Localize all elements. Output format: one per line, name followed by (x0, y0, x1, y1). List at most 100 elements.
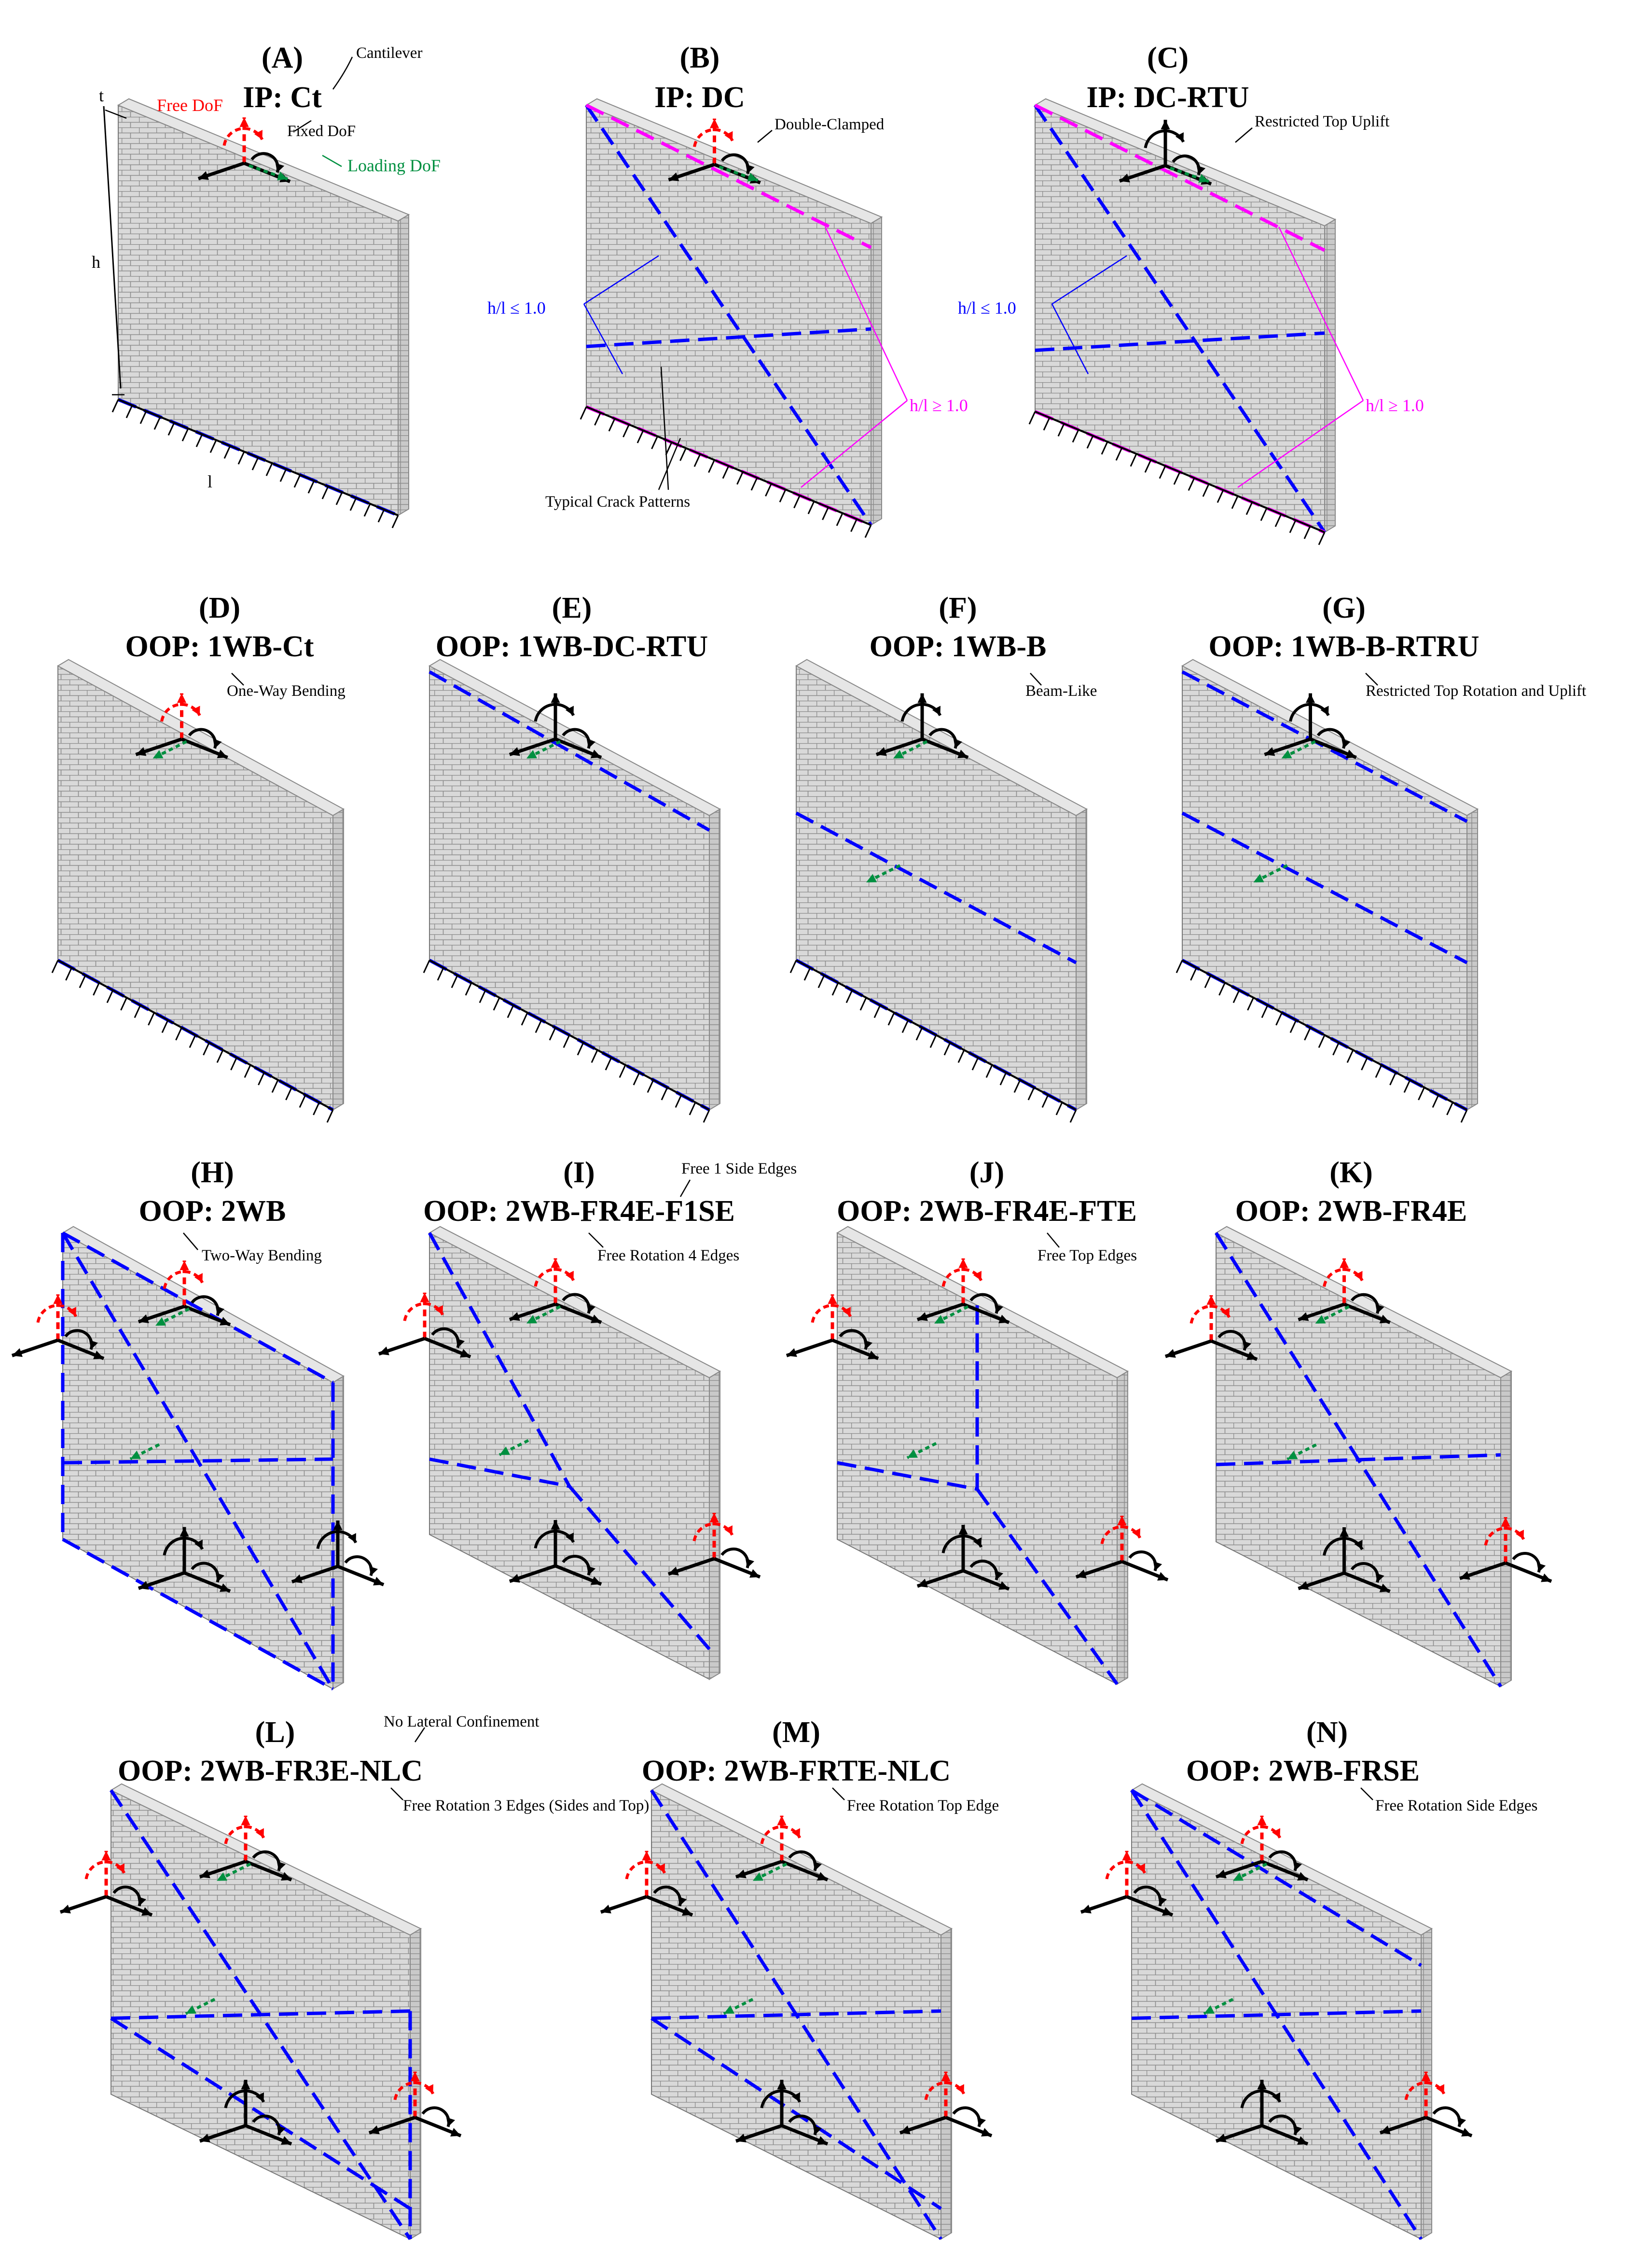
crack-line (429, 1457, 570, 1488)
row-1: (A) IP: Ct (B) IP: DC (C) IP: DC-RTU (111, 41, 1337, 545)
dof-cluster (1075, 1516, 1169, 1582)
wall (789, 659, 1088, 1123)
dim-h: h (92, 252, 100, 272)
panel-letter: (H) (191, 1156, 234, 1189)
panel-code: IP: Ct (243, 81, 322, 114)
dof-cluster (368, 2072, 462, 2138)
panel-code: OOP: 2WB-FR4E-F1SE (423, 1195, 735, 1228)
dof-cluster (875, 693, 969, 760)
panel-code: OOP: 2WB-FR4E-FTE (837, 1195, 1137, 1228)
dof-cluster (1459, 1517, 1552, 1583)
note-two-way-bending: Two-Way Bending (202, 1247, 322, 1264)
dof-cluster (899, 2072, 993, 2138)
panel-code: IP: DC (654, 81, 745, 114)
panel-l: (L) OOP: 2WB-FR3E-NLC (59, 1716, 462, 2240)
crack-line (795, 811, 1077, 965)
dof-cluster (138, 1527, 231, 1593)
ratio-b-upper: h/l ≥ 1.0 (910, 396, 968, 415)
crack-line (585, 103, 872, 249)
crack-line (1131, 1789, 1422, 1967)
wall-side (1466, 808, 1478, 1111)
panel-letter: (K) (1329, 1156, 1373, 1189)
wall (378, 1226, 761, 1680)
wall (1164, 1226, 1552, 1687)
dof-cluster (197, 117, 291, 183)
dof-cluster (1215, 1815, 1309, 1882)
crack-line (586, 327, 871, 348)
wall (1080, 1783, 1473, 2240)
wall (51, 659, 345, 1123)
dof-cluster (1164, 1295, 1258, 1361)
note-free-rotation-3-edges: Free Rotation 3 Edges (Sides and Top) (403, 1797, 649, 1814)
note-restricted-top-uplift: Restricted Top Uplift (1255, 113, 1389, 130)
row-2: (D) OOP: 1WB-Ct (E) OOP: 1WB-DC-RTU (F) OOP… (51, 592, 1479, 1123)
wall (111, 98, 410, 528)
wall (1028, 98, 1337, 545)
dof-cluster (735, 2080, 829, 2146)
dof-cluster (1379, 2072, 1473, 2138)
dof-cluster (199, 1815, 292, 1882)
crack-line (568, 1485, 711, 1650)
wall (11, 1226, 385, 1691)
crack-line (1181, 670, 1468, 823)
note-free-rotation-4-edges: Free Rotation 4 Edges (597, 1247, 739, 1264)
legend-fixed-dof: Fixed DoF (287, 123, 356, 140)
dof-cluster (138, 1260, 231, 1327)
panel-letter: (L) (255, 1716, 295, 1749)
crack-line (1034, 103, 1326, 252)
panel-j: (J) OOP: 2WB-FR4E-FTE (786, 1156, 1169, 1686)
dof-cluster (735, 1815, 829, 1882)
panel-letter: (J) (969, 1156, 1004, 1189)
crack-line (61, 1232, 335, 1690)
dof-cluster (1080, 1851, 1174, 1917)
panel-c: (C) IP: DC-RTU (1028, 41, 1337, 545)
wall-side (398, 214, 409, 516)
support-hatch-icon (789, 959, 1077, 1123)
note-free-top-edges: Free Top Edges (1037, 1247, 1137, 1264)
wall (786, 1226, 1169, 1686)
leader-lines (103, 106, 1364, 490)
dof-cluster (378, 1292, 471, 1358)
support-hatch-icon (1028, 411, 1326, 545)
panel-code: OOP: 2WB (139, 1195, 286, 1228)
dof-cluster (667, 1513, 761, 1579)
panel-i: (I) OOP: 2WB-FR4E-F1SE (378, 1156, 761, 1680)
dim-l: l (207, 472, 212, 491)
panel-code: OOP: 2WB-FR4E (1235, 1195, 1467, 1228)
panel-code: OOP: 2WB-FRSE (1186, 1755, 1420, 1787)
wall (600, 1783, 993, 2240)
dof-cluster (1298, 1258, 1391, 1325)
dof-cluster (509, 693, 602, 760)
row-4: (L) OOP: 2WB-FR3E-NLC (M) OOP: 2WB-FRTE-NL… (59, 1716, 1473, 2240)
row-3: (H) OOP: 2WB (I) OOP: 2WB-FR4E-F1SE (J) OOP… (11, 1156, 1552, 1691)
dof-cluster (668, 118, 761, 184)
wall (580, 98, 883, 538)
panel-letter: (A) (262, 41, 303, 74)
wall-side (1324, 219, 1336, 533)
panel-k: (K) OOP: 2WB-FR4E (1164, 1156, 1552, 1687)
panel-letter: (M) (772, 1716, 820, 1749)
panel-letter: (G) (1322, 592, 1366, 624)
panel-e: (E) OOP: 1WB-DC-RTU (423, 592, 721, 1123)
crack-line (62, 1457, 333, 1465)
crack-line (651, 2009, 941, 2020)
panel-m: (M) OOP: 2WB-FRTE-NLC (600, 1716, 993, 2240)
annotation-text: Cantilever Double-Clamped Restricted Top… (92, 44, 1586, 1814)
panel-letter: (N) (1306, 1716, 1348, 1749)
dof-cluster (600, 1851, 693, 1917)
note-one-way-bending: One-Way Bending (227, 682, 346, 700)
panel-letter: (I) (563, 1156, 595, 1189)
crack-line (428, 1232, 571, 1487)
crack-line (1035, 331, 1325, 352)
panel-letter: (E) (552, 592, 592, 624)
wall-side (709, 808, 720, 1111)
crack-line (429, 670, 710, 832)
dof-cluster (1119, 120, 1212, 186)
wall-side (332, 808, 344, 1111)
dof-cluster (135, 693, 228, 760)
dof-cluster (916, 1258, 1010, 1325)
wall (423, 659, 721, 1123)
wall-side (1076, 808, 1087, 1111)
dof-cluster (786, 1294, 879, 1360)
